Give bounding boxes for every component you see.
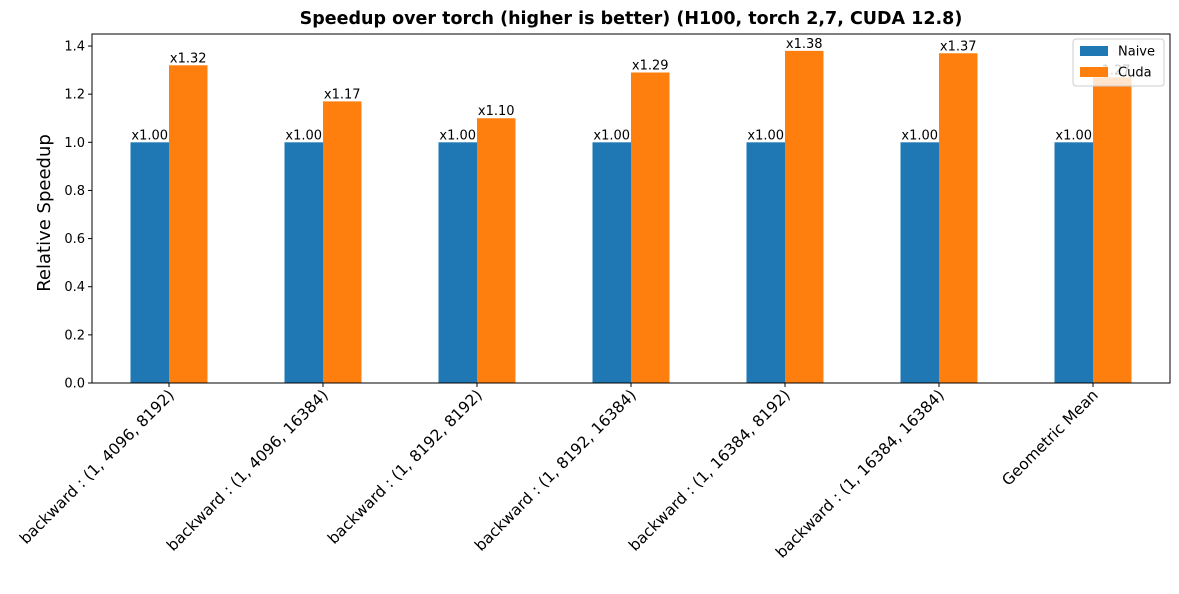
y-tick-label: 0.4 xyxy=(64,280,85,295)
x-tick-label: backward : (1, 16384, 16384) xyxy=(772,386,948,562)
legend: Naive Cuda xyxy=(1072,38,1165,87)
bar-naive-5 xyxy=(900,142,939,383)
bar-value-label: x1.00 xyxy=(439,128,476,143)
y-tick-label: 0.6 xyxy=(64,232,85,247)
bar-cuda-6 xyxy=(1093,77,1132,384)
bar-cuda-2 xyxy=(477,118,516,383)
bar-value-label: x1.38 xyxy=(786,37,823,52)
bar-cuda-4 xyxy=(785,50,824,384)
x-tick-label: Geometric Mean xyxy=(999,386,1102,489)
bar-naive-0 xyxy=(130,142,169,383)
bar-naive-2 xyxy=(438,142,477,383)
legend-label-naive: Naive xyxy=(1118,45,1155,60)
legend-swatch-naive xyxy=(1080,46,1108,56)
bar-value-label: x1.17 xyxy=(324,87,361,102)
bar-cuda-0 xyxy=(169,65,208,383)
bar-cuda-1 xyxy=(323,101,362,384)
y-tick-label: 0.2 xyxy=(64,328,85,343)
bar-value-label: x1.37 xyxy=(940,39,977,54)
legend-swatch-cuda xyxy=(1080,67,1108,77)
y-tick-label: 0.8 xyxy=(64,184,85,199)
plot-area: x1.00 x1.00 x1.00 x1.00 x1.00 x1.00 x1.00 x1.32… xyxy=(16,33,1171,562)
x-tick-label: backward : (1, 8192, 8192) xyxy=(324,386,486,548)
x-tick-label: backward : (1, 8192, 16384) xyxy=(471,386,640,555)
bar-value-label: x1.00 xyxy=(593,128,630,143)
y-tick-label: 1.0 xyxy=(64,136,85,151)
bar-cuda-3 xyxy=(631,72,670,383)
bar-naive-3 xyxy=(592,142,631,383)
bar-naive-4 xyxy=(746,142,785,383)
bar-value-label: x1.29 xyxy=(632,59,669,74)
bar-naive-1 xyxy=(284,142,323,383)
bar-value-label: x1.10 xyxy=(478,104,515,119)
bar-value-label: x1.00 xyxy=(285,128,322,143)
legend-label-cuda: Cuda xyxy=(1118,66,1152,81)
y-tick-label: 0.0 xyxy=(64,377,85,392)
x-tick-label: backward : (1, 4096, 16384) xyxy=(163,386,332,555)
bar-naive-6 xyxy=(1054,142,1093,383)
x-tick-label: backward : (1, 4096, 8192) xyxy=(16,386,178,548)
x-tick-label: backward : (1, 16384, 8192) xyxy=(625,386,794,555)
bar-value-label: x1.00 xyxy=(1055,128,1092,143)
bar-value-label: x1.00 xyxy=(747,128,784,143)
chart-title: Speedup over torch (higher is better) (H… xyxy=(300,9,963,29)
y-tick-label: 1.4 xyxy=(64,40,85,55)
bar-cuda-5 xyxy=(939,53,978,383)
bar-value-label: x1.32 xyxy=(170,51,207,66)
y-tick-label: 1.2 xyxy=(64,88,85,103)
axes-frame xyxy=(91,33,1171,384)
bar-value-label: x1.00 xyxy=(901,128,938,143)
y-axis-label: Relative Speedup xyxy=(34,134,55,292)
bar-value-label: x1.00 xyxy=(131,128,168,143)
